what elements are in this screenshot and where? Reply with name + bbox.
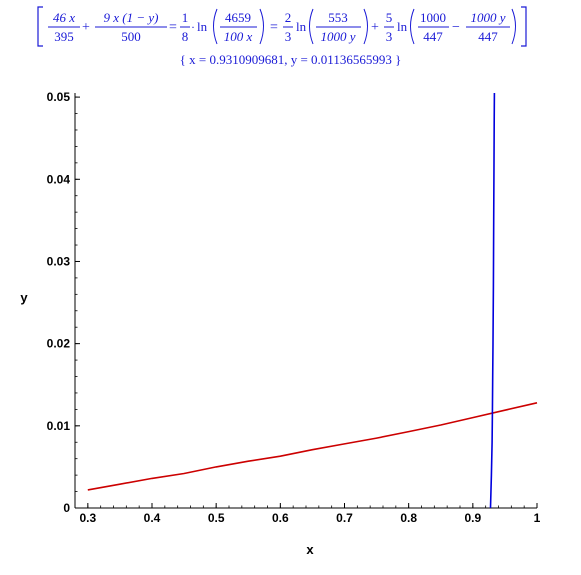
right-bracket bbox=[521, 6, 527, 47]
x-tick-label: 0.4 bbox=[144, 511, 161, 525]
y-tick-label: 0 bbox=[63, 501, 70, 515]
rhs-ln1: ln bbox=[296, 19, 307, 34]
mid-arg-den: 100 x bbox=[224, 29, 253, 44]
rhs-c1-den: 3 bbox=[285, 29, 292, 44]
y-tick-label: 0.04 bbox=[47, 172, 71, 186]
rhs-ln2: ln bbox=[397, 19, 408, 34]
rhs-c2-den: 3 bbox=[386, 29, 393, 44]
rhs-arg2b-num: 1000 y bbox=[470, 10, 505, 25]
y-tick-label: 0.03 bbox=[47, 254, 71, 268]
x-tick-label: 0.9 bbox=[464, 511, 481, 525]
x-tick-label: 0.5 bbox=[208, 511, 225, 525]
equation-display: 46 x 395 + 9 x (1 − y) 500 = 1 8 · ln 46… bbox=[37, 6, 527, 47]
mid-dot: · bbox=[191, 20, 195, 34]
mid-coef-num: 1 bbox=[182, 10, 189, 25]
solution-text: { x = 0.9310909681, y = 0.01136565993 } bbox=[179, 52, 402, 67]
equals-sign-2: = bbox=[270, 20, 278, 35]
x-tick-label: 0.8 bbox=[400, 511, 417, 525]
rhs-arg2a-num: 1000 bbox=[420, 10, 446, 25]
term2-numerator: 9 x (1 − y) bbox=[104, 10, 159, 25]
term2-denominator: 500 bbox=[121, 29, 141, 44]
rhs-arg1-num: 553 bbox=[328, 10, 348, 25]
rhs-arg2a-den: 447 bbox=[423, 29, 443, 44]
x-tick-label: 1 bbox=[534, 511, 541, 525]
y-tick-label: 0.02 bbox=[47, 337, 71, 351]
axes: 0.3 0.4 0.5 0.6 0.7 0.8 0.9 1 0 0.01 0.02 0.03 0.04 0… bbox=[47, 90, 541, 525]
mid-arg-num: 4659 bbox=[225, 10, 251, 25]
x-tick-label: 0.7 bbox=[336, 511, 353, 525]
series-line-2 bbox=[489, 92, 496, 509]
equals-sign-1: = bbox=[169, 20, 177, 35]
rhs-c2-num: 5 bbox=[386, 10, 393, 25]
series-line-1 bbox=[87, 402, 538, 491]
x-tick-label: 0.3 bbox=[79, 511, 96, 525]
rhs-c1-num: 2 bbox=[285, 10, 292, 25]
term1-denominator: 395 bbox=[54, 29, 74, 44]
y-axis-title: y bbox=[20, 290, 28, 305]
term1-numerator: 46 x bbox=[53, 10, 75, 25]
x-tick-label: 0.6 bbox=[272, 511, 289, 525]
y-tick-label: 0.01 bbox=[47, 419, 71, 433]
mid-coef-den: 8 bbox=[182, 29, 189, 44]
series-layer bbox=[87, 92, 538, 509]
left-bracket bbox=[37, 6, 43, 47]
y-tick-label: 0.05 bbox=[47, 90, 71, 104]
rhs-arg1-den: 1000 y bbox=[320, 29, 355, 44]
rhs-minus: − bbox=[452, 20, 460, 35]
plus-sign: + bbox=[82, 20, 90, 35]
mid-ln: ln bbox=[197, 19, 208, 34]
rhs-plus: + bbox=[371, 20, 379, 35]
x-axis-title: x bbox=[306, 542, 314, 557]
rhs-arg2b-den: 447 bbox=[478, 29, 498, 44]
